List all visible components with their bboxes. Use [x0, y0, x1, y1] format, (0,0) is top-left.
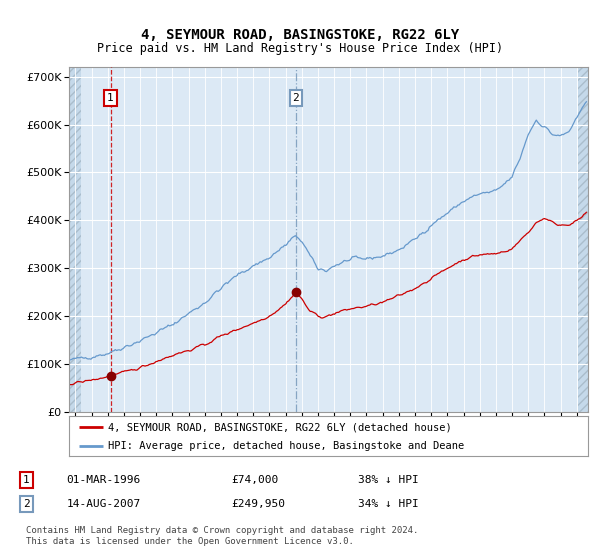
Bar [69, 67, 81, 412]
Text: 2: 2 [292, 93, 299, 103]
Text: 34% ↓ HPI: 34% ↓ HPI [358, 499, 418, 509]
Text: 38% ↓ HPI: 38% ↓ HPI [358, 475, 418, 485]
Bar [578, 67, 589, 412]
Text: Price paid vs. HM Land Registry's House Price Index (HPI): Price paid vs. HM Land Registry's House … [97, 42, 503, 55]
Text: Contains HM Land Registry data © Crown copyright and database right 2024.
This d: Contains HM Land Registry data © Crown c… [26, 526, 419, 545]
Text: 1: 1 [107, 93, 114, 103]
Text: £249,950: £249,950 [231, 499, 285, 509]
Text: 4, SEYMOUR ROAD, BASINGSTOKE, RG22 6LY: 4, SEYMOUR ROAD, BASINGSTOKE, RG22 6LY [141, 28, 459, 42]
Text: 14-AUG-2007: 14-AUG-2007 [67, 499, 141, 509]
Text: 01-MAR-1996: 01-MAR-1996 [67, 475, 141, 485]
Text: 2: 2 [23, 499, 30, 509]
Text: 4, SEYMOUR ROAD, BASINGSTOKE, RG22 6LY (detached house): 4, SEYMOUR ROAD, BASINGSTOKE, RG22 6LY (… [108, 422, 452, 432]
Text: HPI: Average price, detached house, Basingstoke and Deane: HPI: Average price, detached house, Basi… [108, 441, 464, 451]
Text: £74,000: £74,000 [231, 475, 278, 485]
Text: 1: 1 [23, 475, 30, 485]
